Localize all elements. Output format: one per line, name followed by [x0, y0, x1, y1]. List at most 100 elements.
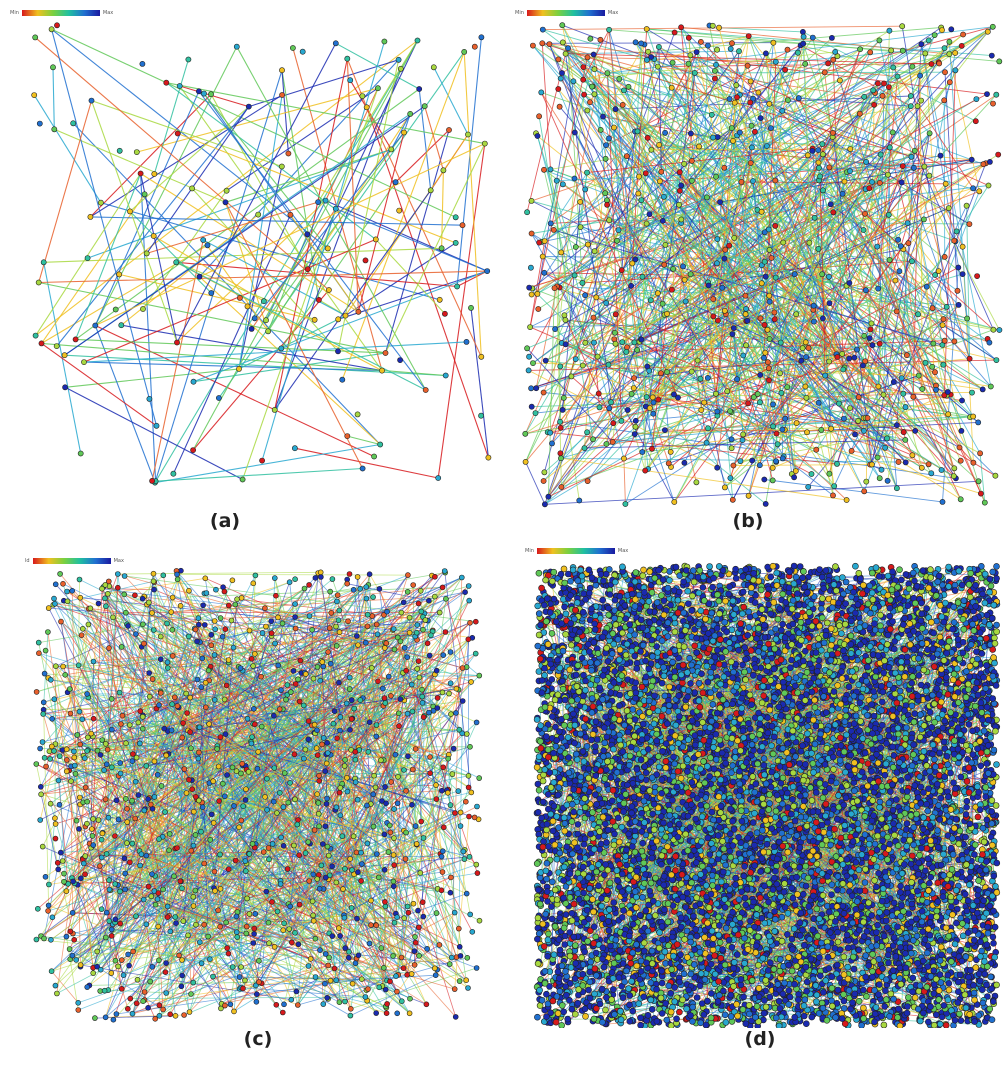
graph-edge	[104, 598, 171, 932]
graph-node	[84, 984, 91, 990]
graph-node	[242, 977, 248, 984]
graph-node	[948, 26, 955, 33]
graph-node	[129, 1010, 136, 1017]
graph-edge	[198, 90, 427, 391]
panel-c: ld Max	[25, 558, 490, 1028]
graph-node	[932, 272, 938, 278]
graph-node	[444, 790, 451, 796]
graph-node	[541, 501, 548, 508]
graph-edge	[66, 646, 143, 937]
graph-edge	[614, 332, 913, 456]
graph-node	[447, 649, 454, 655]
graph-node	[681, 160, 687, 167]
graph-node	[45, 605, 52, 611]
graph-edge	[593, 342, 600, 408]
graph-node	[39, 843, 46, 850]
graph-edge	[107, 593, 296, 933]
graph-node	[703, 194, 710, 201]
graph-node	[260, 298, 267, 305]
graph-node	[950, 473, 957, 479]
graph-node	[412, 934, 418, 940]
graph-edge	[561, 25, 650, 215]
graph-edge	[41, 342, 446, 377]
graph-node	[820, 187, 826, 194]
graph-edge	[242, 88, 379, 480]
graph-node	[412, 823, 419, 829]
graph-edge	[524, 269, 623, 435]
graph-node	[868, 461, 875, 468]
graph-edge	[45, 766, 427, 1005]
graph-node	[942, 180, 949, 187]
graph-node	[419, 899, 426, 906]
graph-node	[284, 682, 291, 688]
graph-edge	[466, 622, 471, 668]
graph-node	[433, 796, 440, 802]
graph-edge	[565, 53, 932, 65]
graph-edge	[221, 825, 416, 1004]
graph-node	[77, 962, 84, 968]
graph-node	[133, 1000, 140, 1007]
panel-a: Min Max	[10, 10, 500, 510]
graph-node	[137, 708, 144, 714]
graph-node	[350, 586, 357, 593]
graph-node	[404, 710, 411, 717]
graph-node	[693, 479, 700, 486]
graph-node	[229, 764, 236, 771]
graph-node	[143, 763, 150, 769]
graph-node	[571, 272, 578, 279]
graph-edge	[731, 329, 871, 449]
graph-edge	[456, 37, 482, 287]
graph-node	[659, 217, 666, 224]
graph-node	[62, 384, 68, 391]
graph-node	[472, 618, 479, 625]
graph-edge	[93, 844, 313, 902]
graph-node	[747, 160, 754, 166]
graph-node	[265, 919, 272, 926]
graph-edge	[82, 628, 246, 981]
graph-edge	[902, 249, 923, 390]
graph-node	[984, 91, 990, 97]
graph-node	[736, 129, 743, 136]
graph-node	[911, 147, 918, 154]
graph-node	[481, 140, 488, 147]
graph-node	[596, 404, 603, 411]
graph-edge	[204, 578, 334, 724]
graph-node	[452, 214, 459, 221]
graph-node	[559, 22, 566, 29]
graph-node	[409, 802, 415, 808]
graph-node	[396, 723, 402, 729]
graph-edge	[615, 109, 761, 466]
graph-node	[657, 370, 664, 377]
graph-node	[426, 597, 432, 604]
graph-node	[48, 743, 55, 750]
graph-edge	[800, 44, 921, 77]
graph-node	[116, 271, 123, 278]
graph-node	[373, 922, 380, 929]
edges	[524, 24, 1000, 505]
graph-node	[730, 137, 736, 144]
graph-edge	[671, 245, 730, 291]
graph-node	[612, 311, 619, 318]
graph-node	[528, 230, 535, 237]
graph-node	[186, 587, 192, 594]
graph-node	[195, 755, 202, 762]
graph-node	[280, 842, 287, 849]
graph-node	[401, 767, 407, 773]
graph-node	[197, 939, 203, 946]
graph-node	[438, 887, 445, 894]
graph-edge	[540, 92, 679, 398]
graph-node	[373, 722, 380, 728]
graph-node	[409, 708, 416, 715]
graph-node	[839, 190, 846, 197]
graph-node	[945, 411, 952, 418]
graph-node	[72, 336, 79, 343]
graph-node	[755, 89, 762, 96]
graph-edge	[121, 324, 383, 372]
graph-node	[320, 663, 327, 670]
graph-node	[414, 622, 421, 628]
graph-node	[676, 187, 683, 194]
graph-edge	[94, 91, 200, 326]
graph-node	[863, 158, 870, 165]
graph-edge	[368, 729, 460, 753]
graph-edge	[151, 737, 324, 875]
